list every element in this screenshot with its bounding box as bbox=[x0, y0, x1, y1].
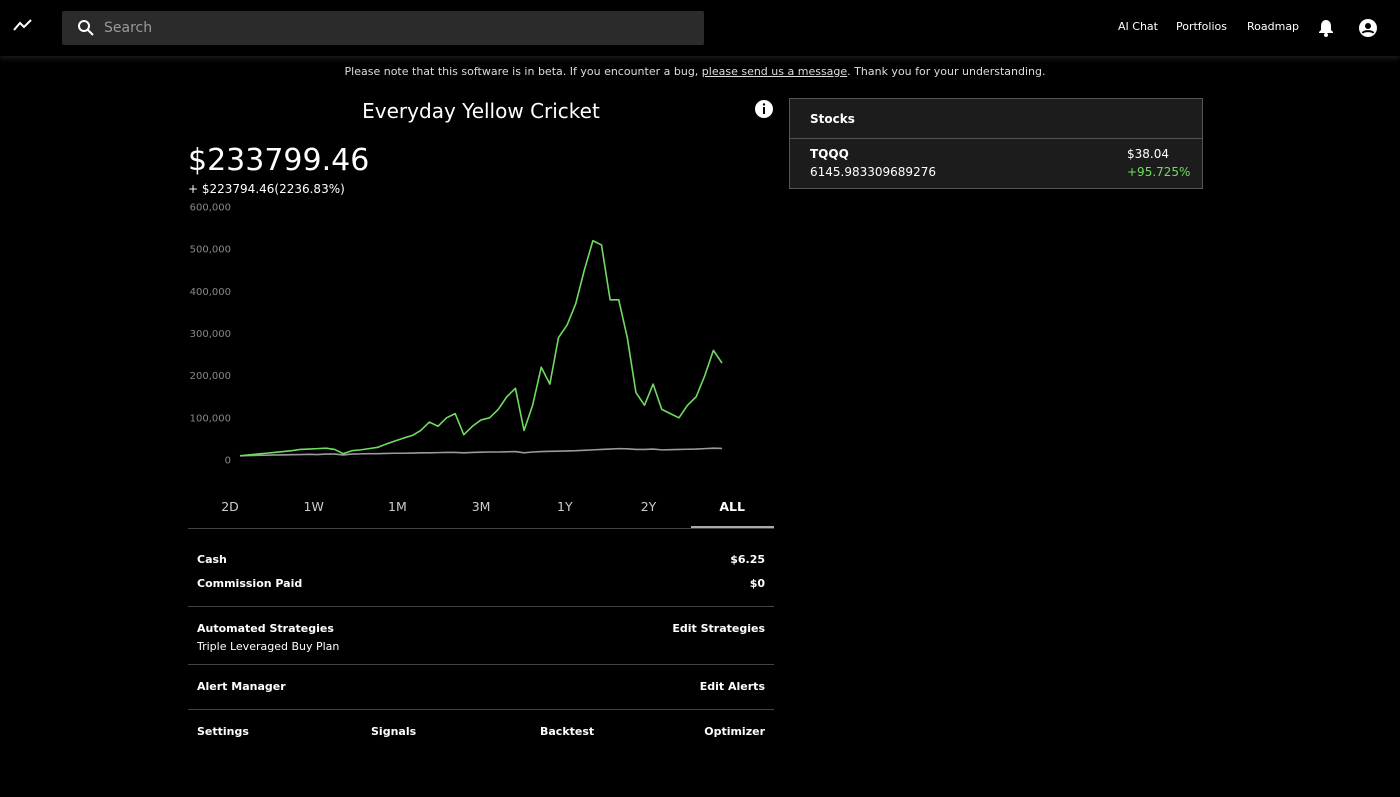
stock-price: $38.04 bbox=[1127, 147, 1169, 161]
notice-text: Please note that this software is in bet… bbox=[344, 65, 702, 78]
search-placeholder: Search bbox=[104, 20, 153, 36]
y-tick-label: 500,000 bbox=[190, 245, 231, 256]
range-tab[interactable]: 1W bbox=[303, 499, 324, 514]
series-line bbox=[239, 447, 723, 457]
y-tick-label: 100,000 bbox=[190, 413, 231, 424]
nav-link[interactable]: Portfolios bbox=[1176, 20, 1227, 33]
beta-notice: Please note that this software is in bet… bbox=[0, 65, 1390, 78]
range-tab[interactable]: 2Y bbox=[640, 499, 657, 514]
stock-symbol[interactable]: TQQQ bbox=[810, 147, 849, 161]
divider bbox=[188, 709, 774, 710]
stocks-panel: Stocks TQQQ 6145.983309689276 $38.04 +95… bbox=[789, 98, 1203, 189]
active-tab-indicator bbox=[691, 526, 774, 528]
divider bbox=[188, 528, 774, 529]
footer-link[interactable]: Signals bbox=[371, 725, 417, 738]
value: $0 bbox=[749, 577, 765, 590]
nav-link[interactable]: AI Chat bbox=[1118, 20, 1158, 33]
y-tick-label: 400,000 bbox=[190, 287, 231, 298]
label: Alert Manager bbox=[197, 680, 286, 693]
value: $6.25 bbox=[730, 553, 765, 566]
series-line bbox=[239, 239, 723, 457]
portfolio-value: $233799.46 bbox=[188, 143, 370, 178]
portfolio-title: Everyday Yellow Cricket bbox=[362, 99, 600, 123]
range-tab[interactable]: 2D bbox=[221, 499, 239, 514]
notice-link[interactable]: please send us a message bbox=[701, 65, 848, 78]
range-tab[interactable]: 1Y bbox=[557, 499, 573, 514]
account-icon[interactable] bbox=[1358, 18, 1378, 38]
panel-title: Stocks bbox=[810, 112, 855, 126]
label: Commission Paid bbox=[197, 577, 303, 590]
range-tab[interactable]: ALL bbox=[719, 499, 745, 514]
nav-link[interactable]: Roadmap bbox=[1247, 20, 1300, 33]
range-tab[interactable]: 3M bbox=[471, 499, 491, 514]
label: Automated Strategies bbox=[197, 622, 334, 635]
info-icon[interactable] bbox=[754, 99, 774, 119]
divider bbox=[790, 138, 1202, 139]
range-tab[interactable]: 1M bbox=[388, 499, 407, 514]
label: Cash bbox=[197, 553, 227, 566]
footer-link[interactable]: Optimizer bbox=[704, 725, 765, 738]
footer-link[interactable]: Backtest bbox=[540, 725, 595, 738]
logo[interactable] bbox=[12, 17, 34, 33]
edit-link[interactable]: Edit Alerts bbox=[699, 680, 765, 693]
chart: 0 100,000 200,000 300,000 400,000 500,000 600,… bbox=[190, 203, 723, 467]
divider bbox=[188, 664, 774, 665]
divider bbox=[188, 606, 774, 607]
bell-icon[interactable] bbox=[1317, 18, 1335, 38]
search-box[interactable]: Search bbox=[62, 11, 704, 45]
edit-link[interactable]: Edit Strategies bbox=[672, 622, 765, 635]
search-icon bbox=[78, 20, 94, 36]
notice-text: . Thank you for your understanding. bbox=[847, 65, 1046, 78]
stock-shares: 6145.983309689276 bbox=[810, 165, 936, 179]
y-tick-label: 0 bbox=[225, 456, 231, 467]
portfolio-change: + $223794.46(2236.83%) bbox=[188, 182, 345, 196]
y-tick-label: 600,000 bbox=[190, 203, 231, 214]
y-tick-label: 300,000 bbox=[190, 329, 231, 340]
stock-change: +95.725% bbox=[1127, 165, 1191, 179]
footer-link[interactable]: Settings bbox=[197, 725, 249, 738]
y-tick-label: 200,000 bbox=[190, 371, 231, 382]
strategy: Triple Leveraged Buy Plan bbox=[197, 640, 340, 653]
